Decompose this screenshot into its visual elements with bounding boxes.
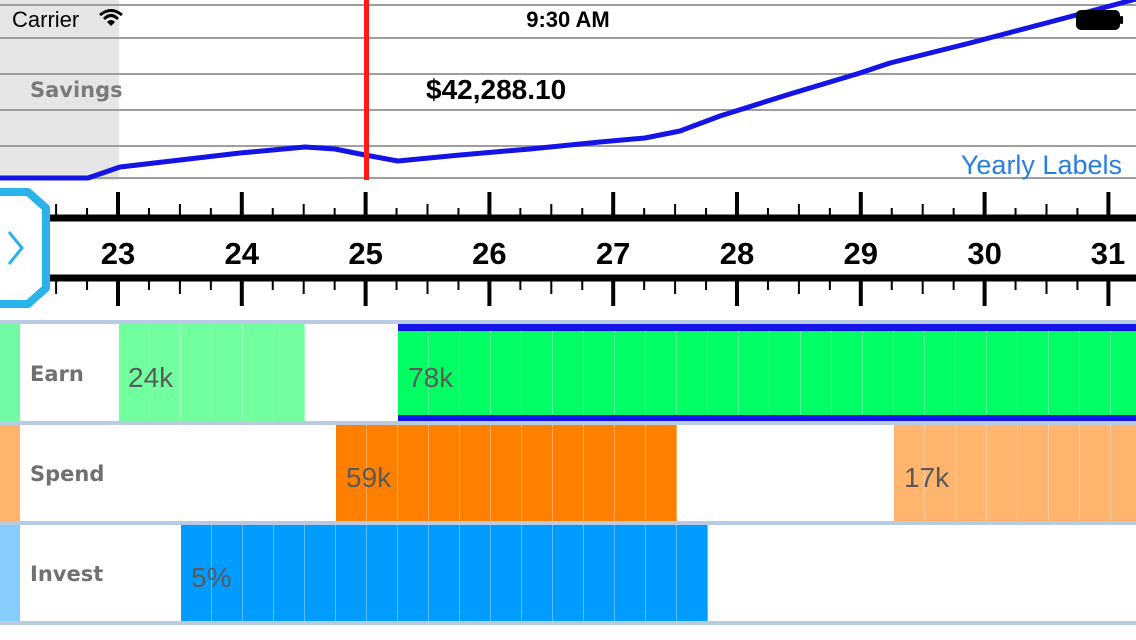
earn-segment-selected[interactable]: 78k: [398, 324, 1136, 422]
spend-segment-value: 59k: [346, 462, 392, 493]
year-label: 27: [595, 236, 631, 271]
wifi-icon: [99, 9, 123, 26]
year-label: 30: [967, 236, 1002, 271]
invest-side-swatch: [0, 525, 20, 622]
battery-icon: [1076, 10, 1123, 30]
chevron-right-icon: [7, 231, 24, 265]
status-time: 9:30 AM: [526, 7, 610, 32]
earn-segment[interactable]: 24k: [119, 324, 305, 422]
year-label: 26: [472, 236, 507, 271]
year-label: 24: [224, 236, 260, 271]
year-label: 25: [348, 236, 383, 271]
savings-label: Savings: [30, 78, 123, 102]
yearly-labels-link[interactable]: Yearly Labels: [960, 150, 1122, 180]
row-divider: [0, 421, 1136, 425]
year-label: 23: [100, 236, 136, 271]
spend-segment[interactable]: 17k: [894, 425, 1136, 522]
ruler-ticks: [55, 192, 1111, 306]
invest-segment-value: 5%: [191, 562, 232, 593]
spend-label: Spend: [30, 462, 105, 486]
spend-side-swatch: [0, 425, 20, 522]
savings-panel: [0, 0, 119, 180]
chart-gridlines: [0, 4, 1136, 179]
spend-segment-value: 17k: [904, 462, 950, 493]
earn-segment-value: 78k: [408, 362, 454, 393]
savings-value: $42,288.10: [426, 74, 567, 105]
year-label: 29: [843, 236, 879, 271]
earn-label: Earn: [30, 362, 84, 386]
savings-line: [0, 0, 1136, 181]
savings-chart[interactable]: [0, 0, 1136, 182]
spend-segment[interactable]: 59k: [336, 425, 677, 522]
earn-segment-value: 24k: [128, 362, 174, 393]
year-label: 31: [1090, 236, 1126, 271]
row-divider: [0, 621, 1136, 625]
year-label: 28: [719, 236, 755, 271]
row-divider: [0, 320, 1136, 324]
timeline-ruler[interactable]: [0, 180, 1136, 320]
row-divider: [0, 521, 1136, 525]
time-cursor-line[interactable]: [364, 0, 369, 180]
carrier-label: Carrier: [12, 7, 80, 32]
invest-label: Invest: [30, 562, 104, 586]
invest-segment[interactable]: 5%: [181, 525, 708, 622]
earn-side-swatch: [0, 324, 20, 422]
expand-panel-button[interactable]: [0, 188, 50, 310]
